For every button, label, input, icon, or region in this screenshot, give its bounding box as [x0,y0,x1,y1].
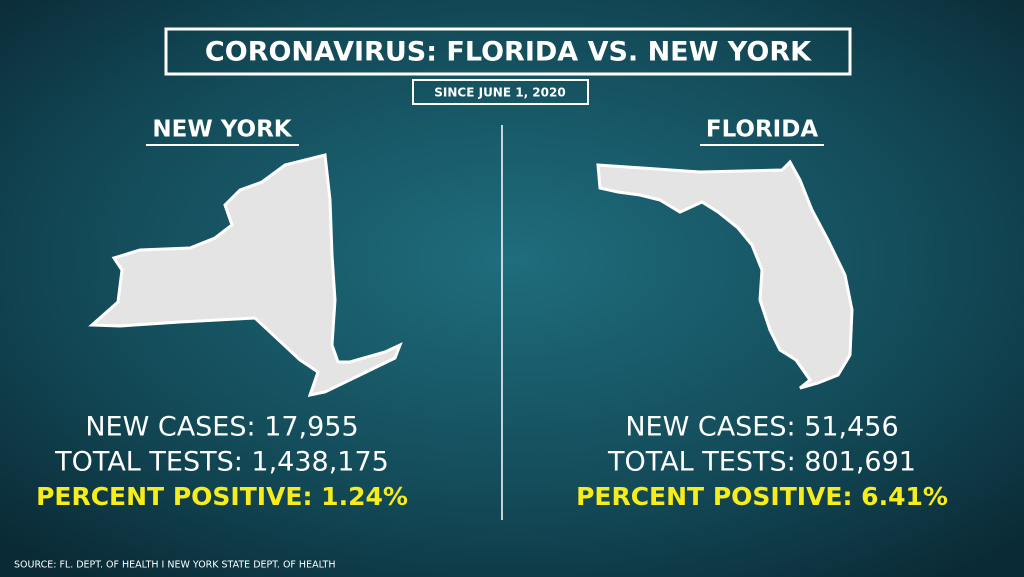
stat-line: TOTAL TESTS: 1,438,175 [54,447,389,478]
stat-line: NEW CASES: 17,955 [85,412,358,443]
subtitle: SINCE JUNE 1, 2020 [434,86,565,100]
florida-map [596,159,854,390]
title-box [164,27,852,76]
source: SOURCE: FL. DEPT. OF HEALTH I NEW YORK S… [14,560,336,571]
title: CORONAVIRUS: FLORIDA VS. NEW YORK [205,37,812,68]
subtitle-box [412,79,589,105]
highlight-stat: PERCENT POSITIVE: 6.41% [576,482,948,511]
stat-line: TOTAL TESTS: 801,691 [607,447,916,478]
state-heading: NEW YORK [152,117,292,143]
new-york-map [88,153,403,397]
stat-line: NEW CASES: 51,456 [625,412,898,443]
highlight-stat: PERCENT POSITIVE: 1.24% [36,482,408,511]
state-heading: FLORIDA [706,117,818,143]
